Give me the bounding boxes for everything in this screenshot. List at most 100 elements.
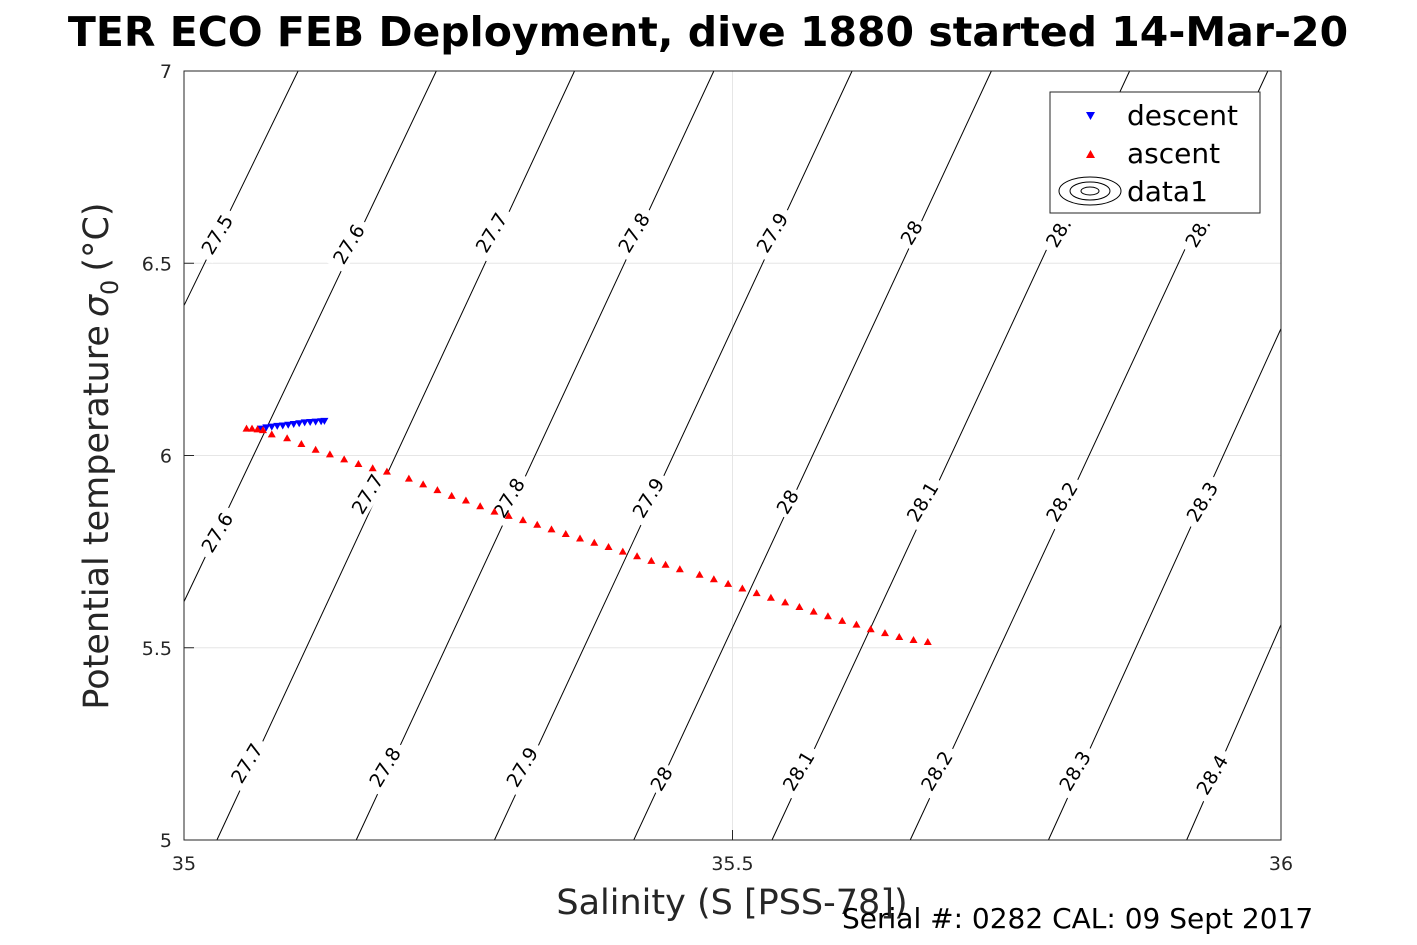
descent-point bbox=[295, 420, 304, 428]
ascent-point bbox=[895, 632, 904, 640]
x-axis-label: Salinity (S [PSS-78]) bbox=[556, 883, 907, 923]
ascent-point bbox=[709, 575, 718, 583]
contour-label-mask bbox=[644, 759, 679, 798]
contour-label-mask bbox=[361, 738, 409, 796]
contour-label-mask bbox=[193, 205, 241, 264]
contour-label-mask bbox=[898, 472, 946, 531]
legend-contour-icon bbox=[1058, 176, 1122, 206]
ascent-point bbox=[809, 607, 818, 615]
ascent-point bbox=[419, 480, 428, 488]
contour-label-mask bbox=[223, 734, 270, 792]
descent-point bbox=[300, 419, 309, 427]
y-tick-label: 5 bbox=[160, 830, 172, 852]
series-ascent bbox=[242, 424, 932, 645]
ascent-point bbox=[633, 552, 642, 560]
y-axis-label: Potential temperature σ0 (°C) bbox=[77, 202, 124, 709]
legend-box bbox=[1049, 91, 1261, 214]
contour-label-mask bbox=[1178, 472, 1226, 531]
contour-label-mask bbox=[193, 503, 241, 562]
descent-point bbox=[278, 422, 287, 430]
series-descent bbox=[256, 417, 329, 433]
ascent-point bbox=[661, 560, 670, 568]
ascent-point bbox=[258, 426, 267, 434]
ascent-point bbox=[590, 538, 599, 546]
y-axis-label-subscript: 0 bbox=[96, 280, 124, 295]
ascent-point bbox=[253, 425, 262, 433]
ascent-point bbox=[823, 612, 832, 620]
ascent-point bbox=[647, 556, 656, 564]
ascent-point bbox=[340, 455, 349, 463]
legend-data1-label: data1 bbox=[1127, 175, 1208, 208]
ascent-point bbox=[433, 486, 442, 494]
y-axis-label-main: Potential temperature bbox=[77, 325, 117, 709]
ascent-point bbox=[404, 474, 413, 482]
contour-label-mask bbox=[343, 465, 391, 523]
contour-label-mask bbox=[610, 203, 658, 262]
ascent-point bbox=[752, 589, 761, 597]
ascent-point bbox=[283, 434, 292, 442]
contour-label-mask bbox=[1188, 745, 1236, 804]
ascent-point bbox=[724, 579, 733, 587]
contour-line-27-9 bbox=[493, 70, 853, 841]
contour-label-mask bbox=[1177, 208, 1218, 257]
ascent-point bbox=[297, 439, 306, 447]
y-tick-label: 5.5 bbox=[142, 638, 172, 660]
ascent-point bbox=[604, 543, 613, 551]
contour-label-mask bbox=[748, 203, 796, 262]
contour-line-28-4 bbox=[1186, 624, 1282, 841]
descent-point bbox=[311, 418, 320, 426]
legend-descent-marker bbox=[1086, 112, 1095, 120]
ascent-point bbox=[368, 464, 377, 472]
density-contours bbox=[183, 70, 1282, 841]
ascent-point bbox=[738, 584, 747, 592]
ascent-point bbox=[795, 602, 804, 610]
legend: descent ascent data1 bbox=[1049, 91, 1261, 214]
x-tick-label: 35.5 bbox=[711, 853, 753, 875]
y-tick-label: 6 bbox=[160, 446, 172, 468]
contour-label-mask bbox=[894, 213, 929, 252]
ascent-point bbox=[866, 625, 875, 633]
y-tick-label: 7 bbox=[160, 61, 172, 83]
data-series bbox=[242, 417, 932, 645]
ascent-point bbox=[476, 502, 485, 510]
contour-label-mask bbox=[774, 741, 822, 800]
descent-point bbox=[262, 424, 271, 432]
contour-labels: 27.5 27.627.627.727.727.727.827.827.827.9… bbox=[193, 203, 1236, 804]
ascent-point bbox=[267, 430, 276, 438]
descent-point bbox=[289, 420, 298, 428]
contour-label-mask bbox=[1051, 741, 1099, 800]
ascent-point bbox=[242, 424, 251, 432]
x-tick-label: 36 bbox=[1269, 853, 1293, 875]
contour-label-mask bbox=[467, 203, 515, 262]
descent-point bbox=[320, 417, 329, 425]
ascent-point bbox=[382, 467, 391, 475]
ascent-point bbox=[576, 534, 585, 542]
contour-label-mask bbox=[325, 215, 372, 273]
contour-label-mask bbox=[624, 468, 672, 527]
ascent-point bbox=[781, 598, 790, 606]
x-tick-label: 35 bbox=[172, 853, 196, 875]
chart-title: TER ECO FEB Deployment, dive 1880 starte… bbox=[68, 8, 1348, 56]
ascent-point bbox=[766, 593, 775, 601]
legend-ascent-marker bbox=[1086, 150, 1095, 158]
contour-label-mask bbox=[1038, 472, 1085, 531]
ascent-point bbox=[354, 459, 363, 467]
ascent-point bbox=[461, 496, 470, 504]
contour-line-27-5 bbox=[183, 70, 299, 306]
ascent-point bbox=[447, 491, 456, 499]
ascent-point bbox=[923, 637, 932, 645]
y-tick-label: 6.5 bbox=[142, 253, 172, 275]
contour-label-mask bbox=[498, 738, 546, 796]
axis-ticks: 35 35.5 36 5 5.5 6 6.5 7 bbox=[142, 61, 1293, 875]
ascent-point bbox=[675, 565, 684, 573]
ascent-point bbox=[838, 616, 847, 624]
ascent-point bbox=[852, 620, 861, 628]
descent-point bbox=[267, 423, 276, 431]
ascent-point bbox=[325, 450, 334, 458]
ascent-point bbox=[533, 520, 542, 528]
ascent-point bbox=[561, 529, 570, 537]
descent-point bbox=[273, 422, 282, 430]
contour-label-mask bbox=[1038, 208, 1079, 257]
ascent-point bbox=[618, 547, 627, 555]
